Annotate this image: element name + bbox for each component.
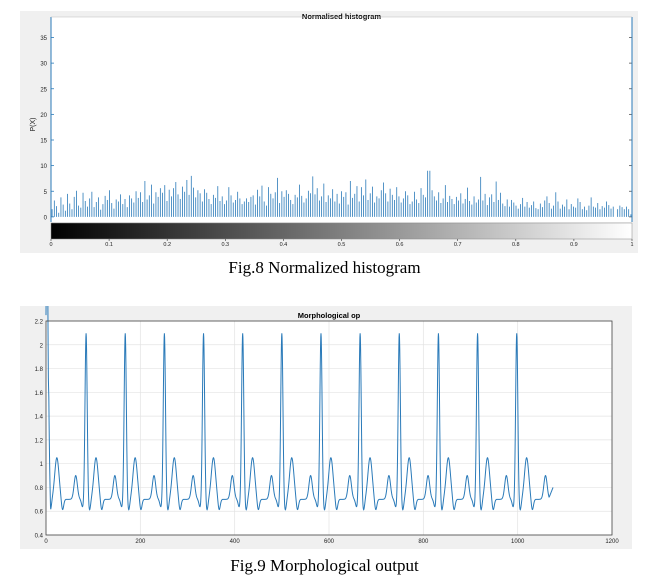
morphological-chart: Morphological op 0 200 400 600 800 1000 1200 0.4… <box>35 262 619 545</box>
y-tick-label: 35 <box>40 36 47 42</box>
y-tick-label: 0.8 <box>35 486 44 492</box>
histogram-figure: Normalised histogram 0 5 10 15 20 25 30 35 P(X) 0 0… <box>20 11 638 253</box>
y-tick-label: 2 <box>40 343 44 349</box>
y-tick-label: 1.8 <box>35 367 44 373</box>
x-tick-label: 0.8 <box>512 242 520 248</box>
x-tick-label: 400 <box>230 539 241 545</box>
axes-box <box>45 320 613 536</box>
y-tick-label: 2.2 <box>35 320 44 326</box>
signal-line <box>45 262 554 511</box>
x-tick-label: 0 <box>44 539 48 545</box>
y-tick-label: 0.6 <box>35 510 44 516</box>
x-tick-label: 0.7 <box>454 242 462 248</box>
histogram-chart: Normalised histogram 0 5 10 15 20 25 30 35 P(X) 0 0… <box>30 12 634 248</box>
x-tick-label: 0 <box>49 242 52 248</box>
x-tick-label: 0.2 <box>163 242 171 248</box>
y-tick-label: 1.4 <box>35 415 44 421</box>
x-tick-label: 0.6 <box>396 242 404 248</box>
figure-9-caption: Fig.9 Morphological output <box>230 556 419 575</box>
histogram-bars <box>51 170 632 217</box>
x-tick-label: 0.3 <box>221 242 229 248</box>
x-tick-label: 1 <box>630 242 633 248</box>
x-tick-label: 200 <box>135 539 146 545</box>
x-tick-label: 0.9 <box>570 242 578 248</box>
y-tick-label: 10 <box>40 164 47 170</box>
y-tick-label: 25 <box>40 87 47 93</box>
x-tick-label: 0.1 <box>105 242 113 248</box>
y-tick-label: 1.2 <box>35 438 44 444</box>
x-tick-label: 0.5 <box>338 242 346 248</box>
y-tick-label: 20 <box>40 113 47 119</box>
x-tick-label: 1200 <box>605 539 619 545</box>
y-tick-label: 30 <box>40 62 47 68</box>
chart-title: Morphological op <box>298 311 361 320</box>
x-tick-label: 600 <box>324 539 335 545</box>
y-tick-label: 5 <box>44 190 48 196</box>
morphological-figure: Morphological op 0 200 400 600 800 1000 1200 0.4… <box>20 262 632 549</box>
chart-title: Normalised histogram <box>302 12 382 21</box>
x-tick-label: 0.4 <box>280 242 288 248</box>
grayscale-colorbar <box>50 222 633 240</box>
plot-area <box>51 17 632 222</box>
x-tick-label: 1000 <box>511 539 525 545</box>
y-tick-label: 1 <box>40 462 44 468</box>
figure-8-caption: Fig.8 Normalized histogram <box>228 258 421 277</box>
y-tick-label: 1.6 <box>35 391 44 397</box>
y-tick-label: 15 <box>40 139 47 145</box>
y-tick-label: 0 <box>44 215 48 221</box>
x-tick-label: 800 <box>418 539 429 545</box>
y-axis-label: P(X) <box>30 118 37 132</box>
y-tick-label: 0.4 <box>35 534 44 540</box>
